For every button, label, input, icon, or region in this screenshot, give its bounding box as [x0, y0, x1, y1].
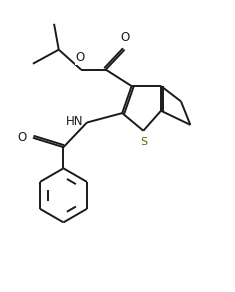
Text: HN: HN [66, 115, 83, 128]
Text: O: O [120, 32, 129, 44]
Text: S: S [140, 137, 147, 147]
Text: O: O [18, 131, 27, 144]
Text: O: O [75, 51, 85, 65]
